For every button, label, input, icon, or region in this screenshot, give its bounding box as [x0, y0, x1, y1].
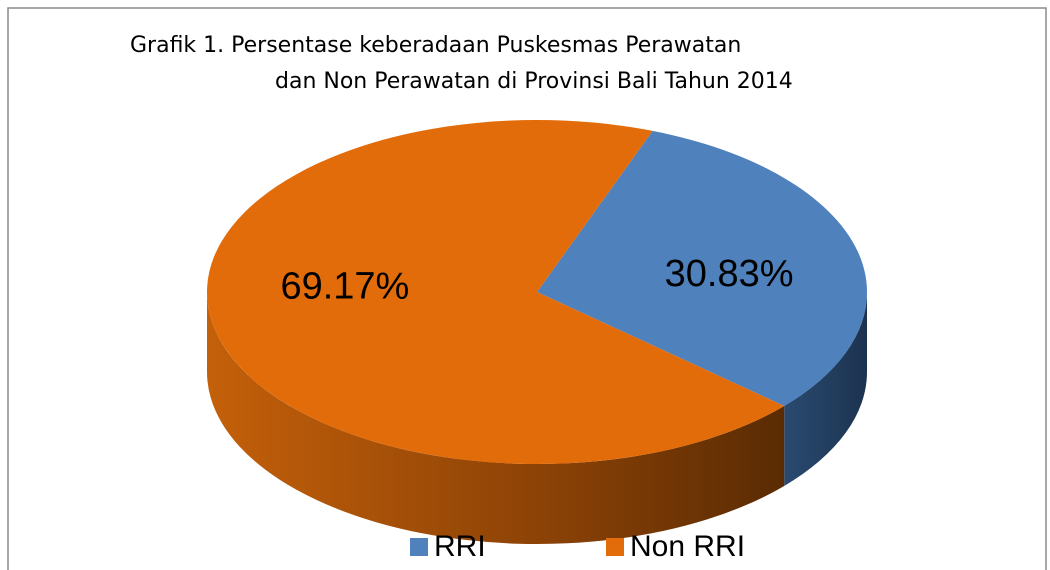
data-label: 69.17%: [280, 265, 409, 307]
legend: RRI Non RRI: [410, 530, 745, 563]
legend-swatch: [410, 538, 428, 556]
pie: 30.83% 69.17%: [206, 119, 867, 545]
pie-slice: [537, 130, 867, 406]
chart-title: Grafik 1. Persentase keberadaan Puskesma…: [130, 33, 741, 58]
chart-title: dan Non Perawatan di Provinsi Bali Tahun…: [275, 69, 793, 94]
data-label: 30.83%: [665, 253, 794, 295]
legend-label: Non RRI: [630, 530, 745, 563]
legend-swatch: [606, 538, 624, 556]
legend-label: RRI: [434, 530, 486, 563]
pie-side: [784, 292, 867, 486]
pie-side: [206, 292, 785, 545]
pie-slice: [206, 119, 785, 465]
